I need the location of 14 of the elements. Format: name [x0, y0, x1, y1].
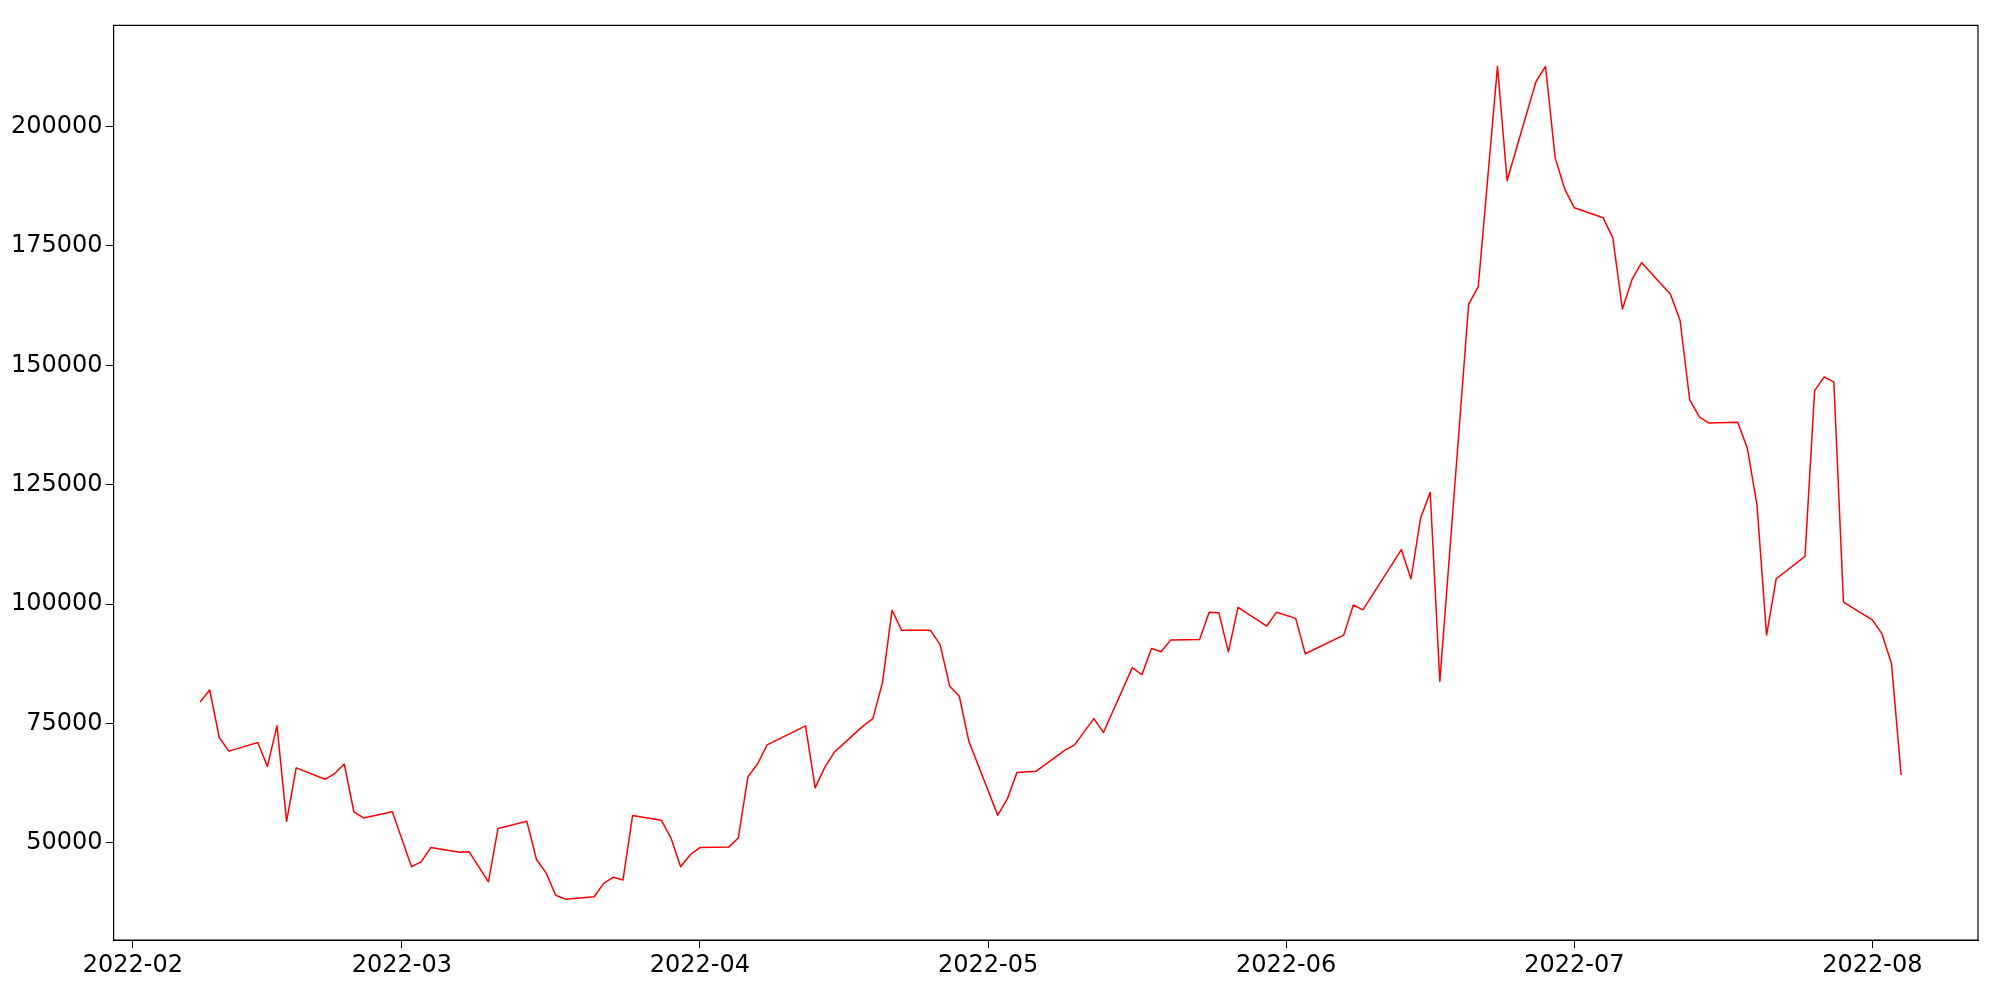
x-tick-label: 2022-06 — [1235, 949, 1337, 978]
x-tick-label: 2022-02 — [82, 949, 183, 978]
x-tick-label: 2022-04 — [649, 949, 750, 978]
x-tick-label: 2022-07 — [1524, 949, 1625, 978]
x-tick-label: 2022-08 — [1822, 949, 1923, 978]
x-tick-label: 2022-03 — [351, 949, 453, 978]
y-tick-label: 75000 — [26, 707, 103, 736]
y-tick-label: 100000 — [10, 588, 103, 617]
y-tick-label: 200000 — [10, 110, 103, 139]
y-tick-label: 50000 — [26, 827, 103, 856]
y-tick-label: 125000 — [10, 468, 103, 497]
x-tick-label: 2022-05 — [938, 949, 1039, 978]
y-tick-label: 175000 — [10, 230, 103, 259]
y-tick-label: 150000 — [10, 349, 103, 378]
